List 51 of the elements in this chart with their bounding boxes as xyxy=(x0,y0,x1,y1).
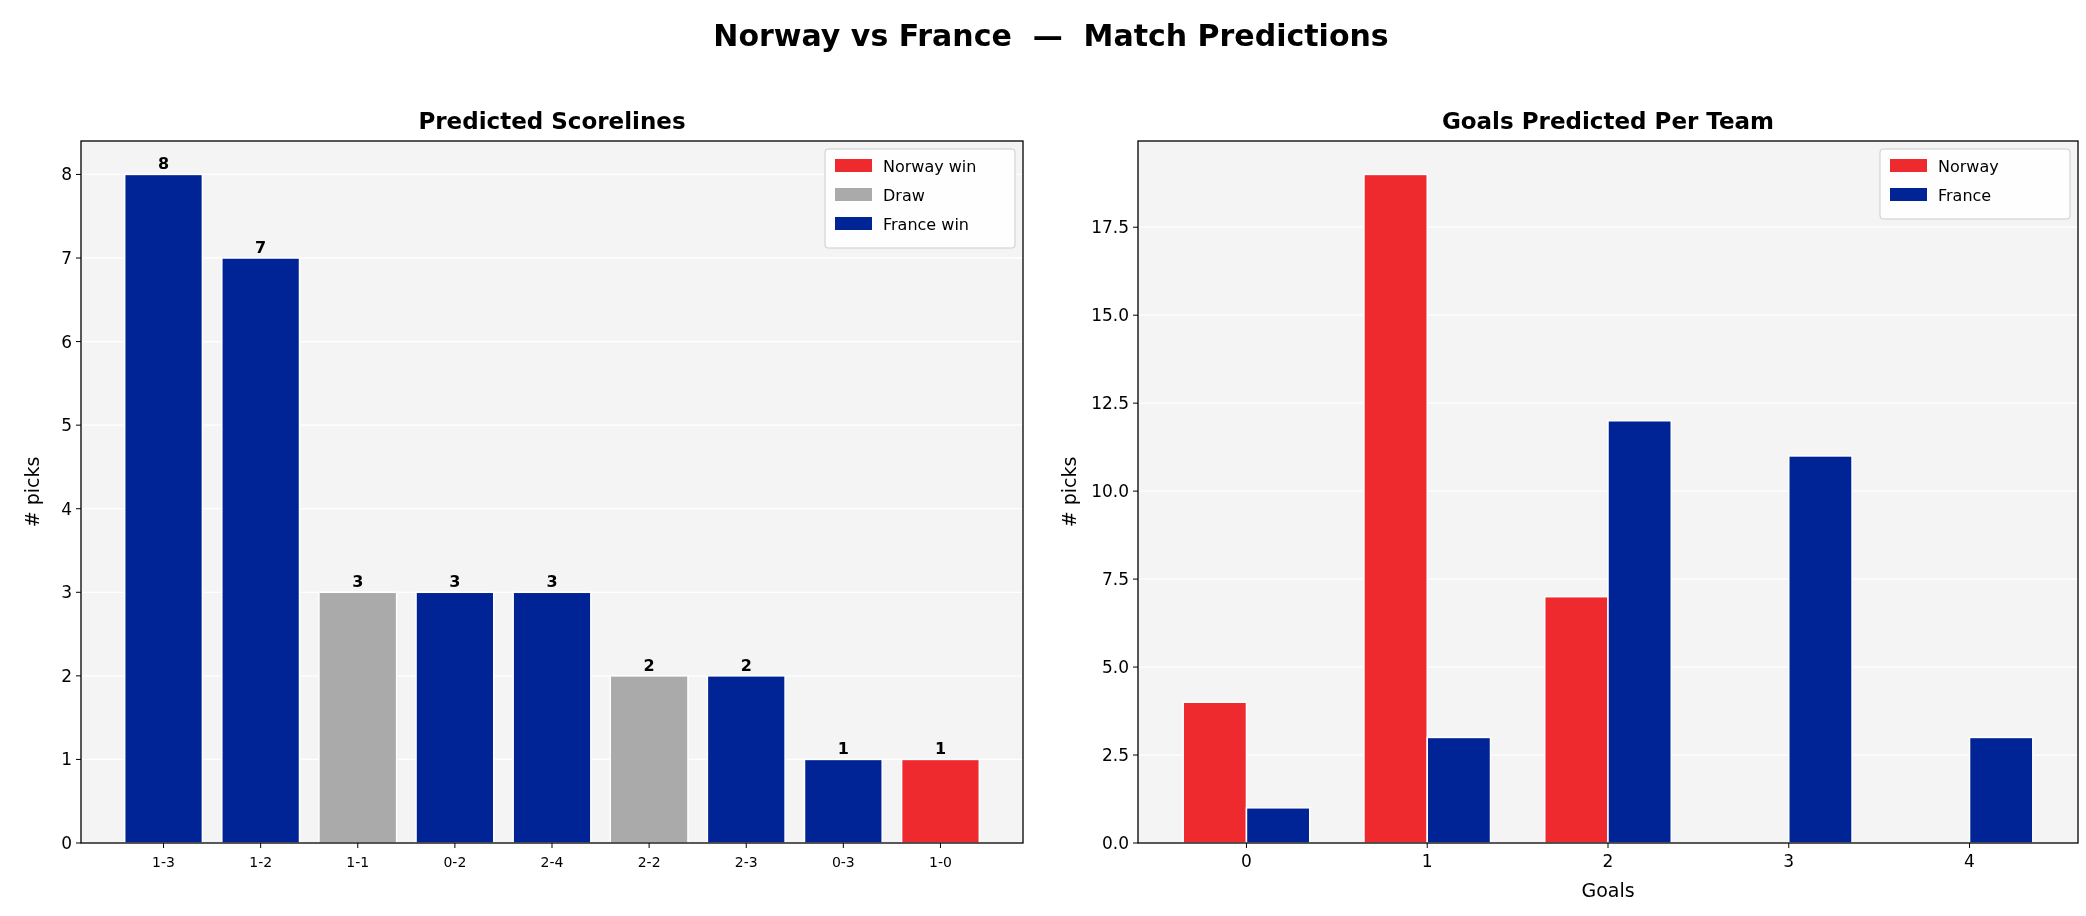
x-tick-label: 2-2 xyxy=(637,854,661,870)
y-tick-label: 8 xyxy=(61,164,72,185)
y-tick-label: 6 xyxy=(61,331,72,352)
legend-label: France xyxy=(1938,185,1992,205)
legend-label: Norway xyxy=(1938,156,1999,176)
y-tick-label: 7 xyxy=(61,247,72,268)
y-tick-label: 2 xyxy=(61,665,72,686)
x-tick-label: 1-0 xyxy=(929,854,952,870)
data-label: 1 xyxy=(837,739,849,759)
data-label: 7 xyxy=(255,238,267,257)
data-label: 1 xyxy=(934,739,947,759)
x-tick-label: 0-2 xyxy=(443,854,467,870)
y-axis-title: # picks xyxy=(21,456,43,528)
y-tick-label: 2.5 xyxy=(1101,744,1129,765)
data-label: 3 xyxy=(449,572,461,592)
text: Norway vs France — Match Predictions xyxy=(713,18,1389,53)
y-axis-title: # picks xyxy=(1058,456,1080,528)
data-label: 3 xyxy=(352,572,364,592)
y-tick-label: 4 xyxy=(61,498,72,519)
x-tick-label: 2-3 xyxy=(734,854,758,870)
y-tick-label: 17.5 xyxy=(1091,217,1129,238)
data-label: 3 xyxy=(546,572,558,592)
legend-label: Draw xyxy=(883,185,925,205)
x-tick-label: 1-1 xyxy=(346,854,370,870)
chart-title: Goals Predicted Per Team xyxy=(1441,108,1775,134)
data-label: 2 xyxy=(740,655,752,675)
legend-label: Norway win xyxy=(883,156,977,176)
data-label: 2 xyxy=(643,655,655,675)
chart-title: Predicted Scorelines xyxy=(418,108,686,134)
y-tick-label: 7.5 xyxy=(1101,569,1129,590)
y-tick-label: 1 xyxy=(61,749,72,770)
x-tick-label: 2-4 xyxy=(540,854,564,870)
legend-label: France win xyxy=(883,214,969,234)
y-tick-label: 5 xyxy=(61,415,72,436)
x-axis-title: Goals xyxy=(1581,879,1635,901)
x-tick-label: 4 xyxy=(1964,851,1975,871)
x-tick-label: 3 xyxy=(1783,851,1795,871)
x-tick-label: 1 xyxy=(1421,851,1433,871)
x-tick-label: 2 xyxy=(1602,851,1614,871)
y-tick-label: 10.0 xyxy=(1091,481,1129,502)
x-tick-label: 0 xyxy=(1241,851,1252,871)
y-tick-label: 12.5 xyxy=(1091,393,1129,414)
y-tick-label: 5.0 xyxy=(1101,657,1129,678)
y-tick-label: 0 xyxy=(61,832,72,853)
y-tick-label: 3 xyxy=(61,582,72,603)
x-tick-label: 1-3 xyxy=(152,854,175,870)
x-tick-label: 0-3 xyxy=(831,854,855,870)
data-label: 8 xyxy=(157,154,170,174)
x-tick-label: 1-2 xyxy=(249,854,273,870)
y-tick-label: 0.0 xyxy=(1101,832,1129,853)
y-tick-label: 15.0 xyxy=(1091,305,1129,326)
